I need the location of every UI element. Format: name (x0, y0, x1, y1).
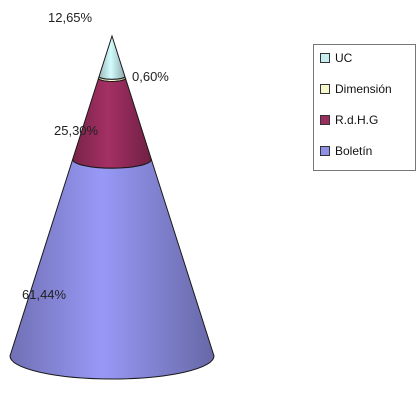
cone-segment-boletin (9, 159, 215, 380)
legend-swatch-rdhg (320, 115, 330, 125)
legend-label-boletin: Boletín (335, 144, 373, 158)
legend-item-boletin: Boletín (320, 144, 372, 158)
legend-item-rdhg: R.d.H.G (320, 113, 378, 127)
legend-label-uc: UC (335, 51, 353, 65)
data-label-boletin: 61,44% (22, 287, 67, 302)
data-label-r-d-h-g: 25,30% (54, 123, 99, 138)
cone-segments (9, 34, 215, 380)
data-labels: 12,65% 0,60% 25,30% 61,44% (22, 10, 169, 302)
legend-item-dimension: Dimensión (320, 82, 392, 96)
legend-swatch-boletin (320, 146, 330, 156)
legend-label-dimension: Dimensión (335, 82, 392, 96)
legend-label-rdhg: R.d.H.G (335, 113, 379, 127)
legend-swatch-uc (320, 53, 330, 63)
data-label-dimension: 0,60% (132, 69, 169, 84)
legend: UC Dimensión R.d.H.G Boletín (313, 44, 416, 171)
cone-segment-uc (98, 34, 126, 80)
legend-swatch-dimension (320, 84, 330, 94)
legend-item-uc: UC (320, 51, 352, 65)
data-label-uc: 12,65% (48, 10, 93, 25)
